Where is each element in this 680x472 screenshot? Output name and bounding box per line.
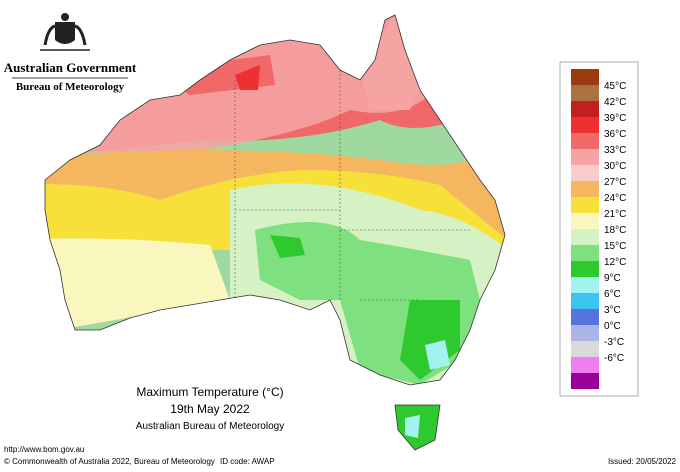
- legend-label: 6°C: [604, 289, 621, 300]
- legend-label: 33°C: [604, 145, 626, 156]
- legend-label: 39°C: [604, 113, 626, 124]
- legend-swatch: [571, 229, 599, 245]
- coat-of-arms: [40, 13, 90, 51]
- legend-swatch: [571, 357, 599, 373]
- footer-copyright: © Commonwealth of Australia 2022, Bureau…: [4, 457, 215, 466]
- legend-swatch: [571, 197, 599, 213]
- legend-label: 0°C: [604, 321, 621, 332]
- legend-swatch: [571, 261, 599, 277]
- legend-label: 30°C: [604, 161, 626, 172]
- legend-label: -6°C: [604, 353, 624, 364]
- legend-label: 45°C: [604, 81, 626, 92]
- state-borders: [234, 70, 470, 301]
- map-date: 19th May 2022: [170, 402, 250, 416]
- legend-swatch: [571, 101, 599, 117]
- legend-swatch: [571, 149, 599, 165]
- legend-label: -3°C: [604, 337, 624, 348]
- government-name: Australian Government: [4, 60, 137, 75]
- legend-label: 27°C: [604, 177, 626, 188]
- legend-swatch: [571, 213, 599, 229]
- map-source: Australian Bureau of Meteorology: [136, 421, 284, 432]
- coastline: [44, 14, 506, 451]
- legend-swatch: [571, 85, 599, 101]
- legend-label: 18°C: [604, 225, 626, 236]
- legend-label: 42°C: [604, 97, 626, 108]
- legend-swatch: [571, 165, 599, 181]
- footer-issued: Issued: 20/05/2022: [608, 457, 677, 466]
- legend-swatch: [571, 325, 599, 341]
- legend-swatch: [571, 181, 599, 197]
- map-title: Maximum Temperature (°C): [136, 385, 283, 399]
- agency-name: Bureau of Meteorology: [16, 81, 125, 93]
- legend-label: 36°C: [604, 129, 626, 140]
- legend-label: 12°C: [604, 257, 626, 268]
- legend-label: 3°C: [604, 305, 621, 316]
- legend-swatch: [571, 245, 599, 261]
- legend-swatch: [571, 69, 599, 85]
- legend-label: 21°C: [604, 209, 626, 220]
- legend-label: 24°C: [604, 193, 626, 204]
- footer-url: http://www.bom.gov.au: [4, 445, 84, 454]
- legend-label: 9°C: [604, 273, 621, 284]
- footer-id: ID code: AWAP: [220, 457, 275, 466]
- legend-swatch: [571, 373, 599, 389]
- legend-frame: [559, 61, 639, 397]
- legend-label: 15°C: [604, 241, 626, 252]
- legend-swatch: [571, 277, 599, 293]
- legend: 45°C 42°C 39°C 36°C 33°C 30°C 27°C 24°C 21°C 18°C…: [559, 61, 639, 397]
- legend-swatch: [571, 341, 599, 357]
- legend-swatch: [571, 309, 599, 325]
- legend-swatch: [571, 293, 599, 309]
- legend-swatch: [571, 133, 599, 149]
- legend-swatch: [571, 117, 599, 133]
